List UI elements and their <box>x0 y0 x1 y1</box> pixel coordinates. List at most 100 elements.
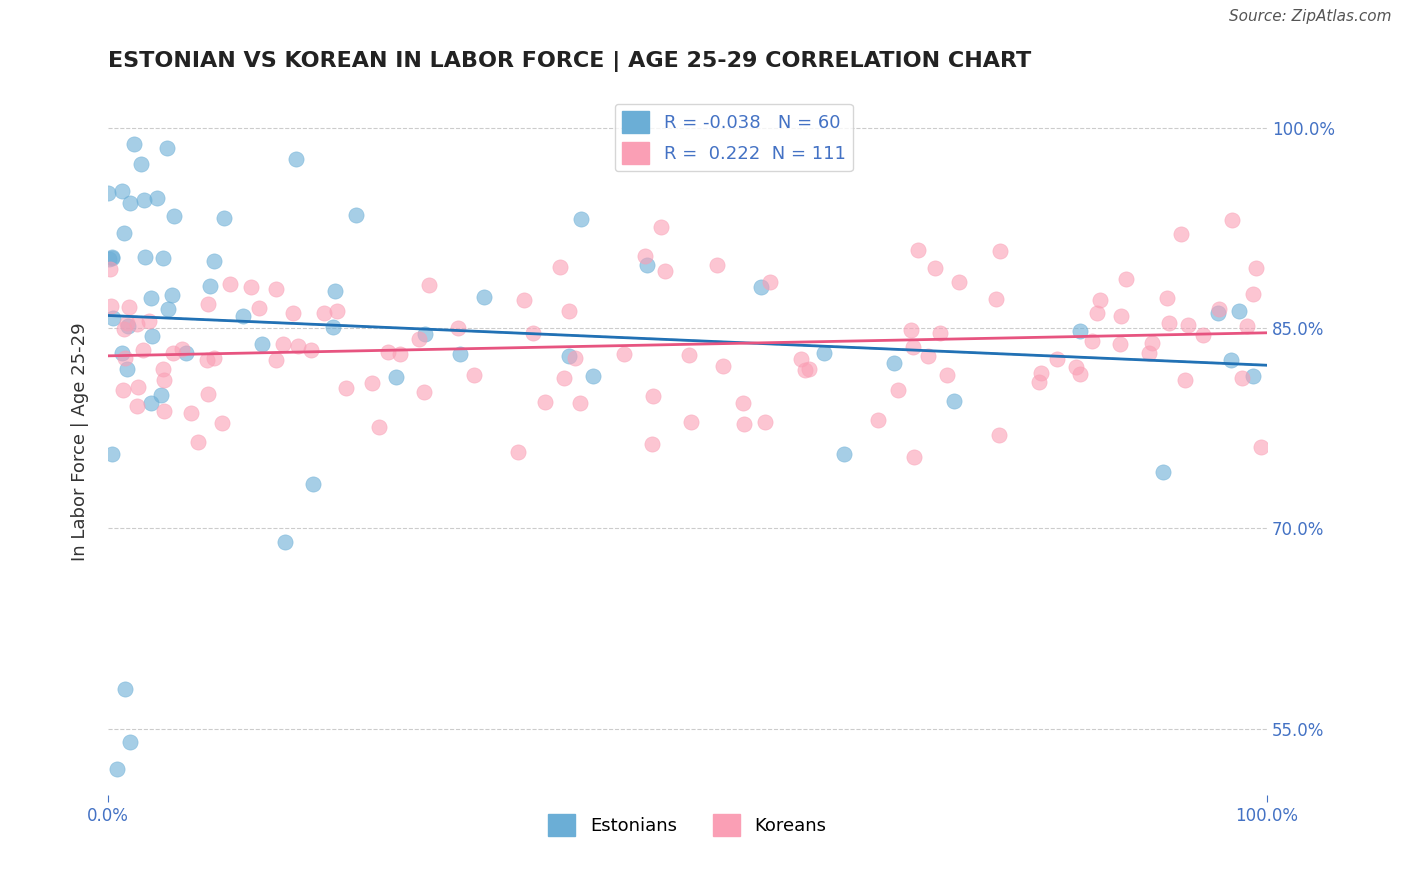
Point <box>463 368 485 383</box>
Point <box>900 323 922 337</box>
Point <box>733 417 755 431</box>
Point <box>907 244 929 258</box>
Point <box>195 353 218 368</box>
Point <box>264 352 287 367</box>
Point <box>1152 465 1174 479</box>
Point <box>111 184 134 198</box>
Point <box>264 282 287 296</box>
Point <box>97 186 120 200</box>
Point <box>98 261 121 276</box>
Point <box>138 314 160 328</box>
Point <box>284 153 307 167</box>
Point <box>197 386 219 401</box>
Point <box>1174 373 1197 387</box>
Point <box>711 359 734 373</box>
Point <box>187 434 209 449</box>
Point <box>408 332 430 346</box>
Point <box>1028 375 1050 389</box>
Point <box>522 326 544 340</box>
Point <box>558 350 581 364</box>
Point <box>706 258 728 272</box>
Point <box>247 301 270 315</box>
Point <box>101 311 124 326</box>
Text: ESTONIAN VS KOREAN IN LABOR FORCE | AGE 25-29 CORRELATION CHART: ESTONIAN VS KOREAN IN LABOR FORCE | AGE … <box>108 51 1031 71</box>
Point <box>1220 213 1243 227</box>
Point <box>124 137 146 152</box>
Text: Source: ZipAtlas.com: Source: ZipAtlas.com <box>1229 9 1392 24</box>
Point <box>988 244 1011 258</box>
Point <box>114 322 136 336</box>
Point <box>534 395 557 409</box>
Point <box>117 319 139 334</box>
Point <box>202 253 225 268</box>
Y-axis label: In Labor Force | Age 25-29: In Labor Force | Age 25-29 <box>72 322 89 561</box>
Point <box>287 339 309 353</box>
Point <box>198 278 221 293</box>
Point <box>98 252 121 266</box>
Point <box>118 300 141 314</box>
Point <box>582 369 605 384</box>
Point <box>299 343 322 358</box>
Point <box>1080 334 1102 348</box>
Point <box>754 415 776 429</box>
Point <box>988 428 1011 442</box>
Point <box>1230 371 1253 385</box>
Point <box>141 291 163 305</box>
Point <box>749 280 772 294</box>
Point <box>1109 310 1132 324</box>
Point <box>506 445 529 459</box>
Point <box>117 361 139 376</box>
Point <box>1140 336 1163 351</box>
Point <box>1206 306 1229 320</box>
Point <box>145 190 167 204</box>
Point <box>180 406 202 420</box>
Point <box>111 383 134 397</box>
Point <box>118 735 141 749</box>
Point <box>100 447 122 461</box>
Point <box>361 376 384 390</box>
Point <box>100 299 122 313</box>
Point <box>1069 325 1091 339</box>
Point <box>326 304 349 318</box>
Point <box>312 306 335 320</box>
Point <box>1069 367 1091 381</box>
Point <box>250 337 273 351</box>
Point <box>163 209 186 223</box>
Point <box>924 260 946 275</box>
Point <box>679 415 702 429</box>
Point <box>928 326 950 340</box>
Point <box>389 347 412 361</box>
Point <box>733 396 755 410</box>
Point <box>323 284 346 298</box>
Point <box>513 293 536 308</box>
Point <box>150 388 173 402</box>
Point <box>1208 302 1230 317</box>
Point <box>162 346 184 360</box>
Point <box>415 326 437 341</box>
Point <box>984 292 1007 306</box>
Point <box>1157 316 1180 330</box>
Point <box>377 344 399 359</box>
Point <box>111 346 134 360</box>
Point <box>141 329 163 343</box>
Point <box>129 157 152 171</box>
Point <box>943 394 966 409</box>
Point <box>152 251 174 265</box>
Point <box>1090 293 1112 308</box>
Point <box>344 208 367 222</box>
Point <box>105 762 128 776</box>
Point <box>156 141 179 155</box>
Point <box>1085 306 1108 320</box>
Point <box>564 351 586 365</box>
Point <box>1156 291 1178 305</box>
Point <box>1236 319 1258 334</box>
Point <box>101 252 124 266</box>
Point <box>794 363 817 377</box>
Point <box>613 347 636 361</box>
Point <box>903 340 925 354</box>
Point <box>948 275 970 289</box>
Point <box>634 249 657 263</box>
Point <box>1137 345 1160 359</box>
Legend: Estonians, Koreans: Estonians, Koreans <box>541 806 834 843</box>
Point <box>368 419 391 434</box>
